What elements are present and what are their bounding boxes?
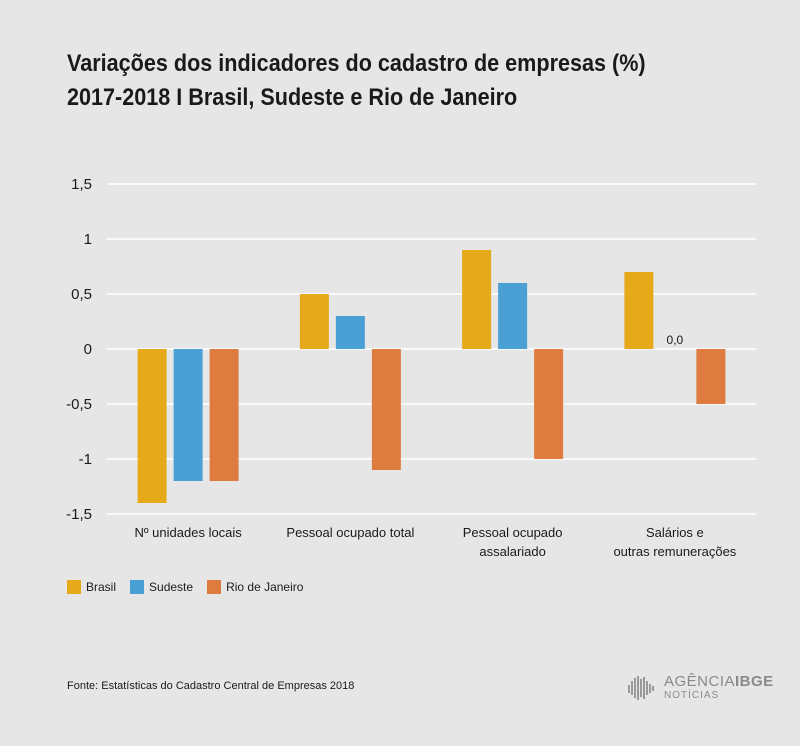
- x-category-label: Pessoal ocupado total: [286, 525, 414, 540]
- y-tick-label: 0: [84, 341, 92, 358]
- brand-logo: AGÊNCIAIBGE NOTÍCIAS: [628, 674, 774, 701]
- brand-name-a: AGÊNCIA: [664, 673, 736, 690]
- chart-legend: Brasil Sudeste Rio de Janeiro: [67, 580, 303, 594]
- x-category-label: Salários e: [646, 525, 704, 540]
- x-category-label: Pessoal ocupado: [463, 525, 563, 540]
- y-tick-label: -1: [79, 451, 92, 468]
- chart-title: Variações dos indicadores do cadastro de…: [67, 50, 646, 77]
- y-tick-label: -1,5: [66, 506, 92, 523]
- chart-subtitle: 2017-2018 I Brasil, Sudeste e Rio de Jan…: [67, 84, 517, 112]
- bar-sudeste: [335, 316, 365, 349]
- bar-rio-de-janeiro: [696, 349, 726, 404]
- legend-item: Rio de Janeiro: [207, 580, 303, 594]
- subtitle-years: 2017-2018: [67, 84, 171, 111]
- ibge-bars-icon: [628, 675, 654, 700]
- y-tick-label: 1,5: [71, 176, 92, 193]
- legend-label: Rio de Janeiro: [226, 580, 304, 594]
- legend-label: Sudeste: [149, 580, 194, 594]
- brand-name: AGÊNCIAIBGE: [664, 674, 774, 689]
- x-category-label: outras remunerações: [613, 544, 736, 559]
- bar-chart: 1,5 1 0,5 0 -0,5 -1 -1,5 Nº unidades locais Pess…: [66, 176, 756, 559]
- bar-sudeste: [173, 349, 203, 481]
- bar-brasil: [624, 272, 654, 349]
- y-tick-label: 1: [84, 231, 92, 248]
- bar-brasil: [462, 250, 492, 349]
- legend-item: Sudeste: [130, 580, 193, 594]
- bar-sudeste: [498, 283, 528, 349]
- bar-rio-de-janeiro: [209, 349, 239, 481]
- brand-name-b: IBGE: [735, 673, 774, 690]
- data-label: 0,0: [667, 333, 684, 347]
- bar-brasil: [137, 349, 167, 503]
- brand-sub: NOTÍCIAS: [664, 690, 720, 701]
- subtitle-region: I Brasil, Sudeste e Rio de Janeiro: [170, 84, 518, 111]
- bar-brasil: [299, 294, 329, 349]
- x-category-label: Nº unidades locais: [134, 525, 242, 540]
- legend-item: Brasil: [67, 580, 116, 594]
- legend-swatch: [130, 580, 145, 594]
- y-tick-label: 0,5: [71, 286, 92, 303]
- legend-swatch: [67, 580, 81, 594]
- source-note: Fonte: Estatísticas do Cadastro Central …: [67, 680, 355, 692]
- legend-label: Brasil: [86, 580, 117, 594]
- x-category-label: assalariado: [479, 544, 546, 559]
- bar-rio-de-janeiro: [371, 349, 401, 470]
- legend-swatch: [207, 580, 222, 594]
- y-tick-label: -0,5: [66, 396, 92, 413]
- bar-rio-de-janeiro: [534, 349, 564, 459]
